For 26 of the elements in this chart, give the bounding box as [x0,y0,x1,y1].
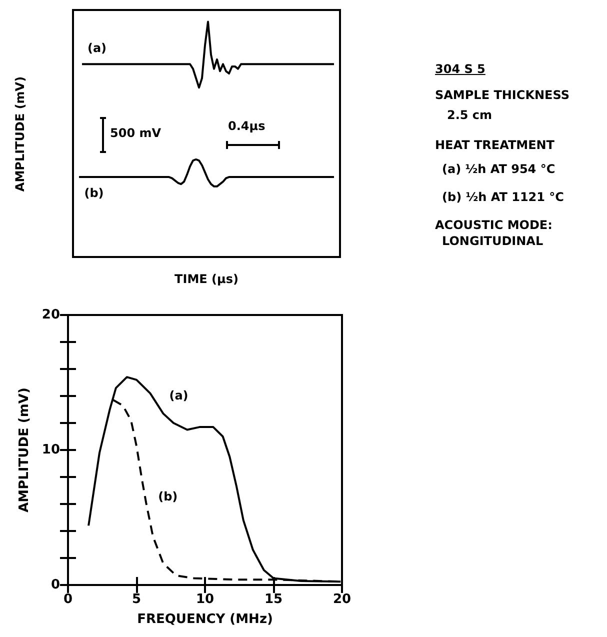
x-tick-label: 15 [264,592,283,607]
text: (b) ½h AT 1121 °C [442,190,564,204]
series-label: (b) [158,490,178,504]
annotation: 0.4µs [228,119,266,133]
x-tick-label: 5 [132,592,142,607]
text: SAMPLE THICKNESS [435,88,570,102]
x-tick-label: 0 [63,592,73,607]
y-tick-label: 20 [42,308,60,322]
x-tick-label: 20 [332,592,352,607]
text: LONGITUDINAL [442,234,544,248]
annotation: 500 mV [110,126,162,140]
y-axis-title: AMPLITUDE (mV) [17,388,32,512]
y-tick-label: 10 [42,442,60,458]
text: 304 S 5 [435,62,486,76]
series-label: (b) [84,186,104,200]
text: 2.5 cm [447,108,492,122]
text: (a) ½h AT 954 °C [442,162,556,176]
x-tick-label: 10 [196,592,214,607]
y-tick-label: 0 [50,578,60,592]
text: HEAT TREATMENT [435,138,554,152]
series-label: (a) [169,388,188,403]
x-axis-title: TIME (µs) [174,272,238,286]
series-label: (a) [87,41,107,56]
text: ACOUSTIC MODE: [435,218,552,232]
x-axis-title: FREQUENCY (MHz) [137,612,273,627]
y-axis-title: AMPLITUDE (mV) [13,76,27,192]
